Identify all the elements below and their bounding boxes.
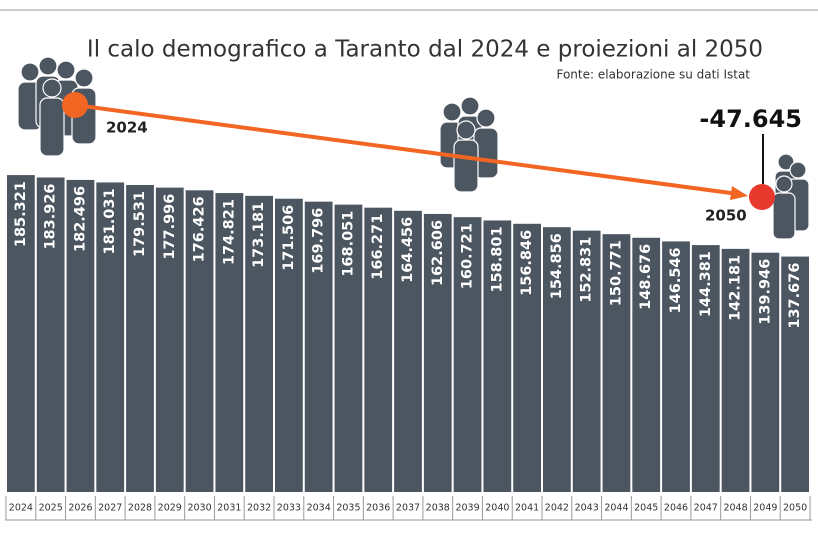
value-label: 182.496 [72,186,88,252]
value-label: 158.801 [489,226,505,292]
bar [304,201,333,492]
x-tick-label: 2044 [604,503,628,514]
bar [96,182,125,492]
x-tick-label: 2035 [336,503,360,514]
x-tick-label: 2031 [217,503,241,514]
value-label: 177.996 [162,194,178,260]
bar [751,252,780,492]
bar [215,193,244,492]
value-label: 160.721 [460,223,476,289]
value-label: 148.676 [638,244,654,310]
bar [781,256,809,492]
bar [513,223,541,492]
x-tick-label: 2034 [307,503,331,514]
x-tick-label: 2040 [485,503,509,514]
bar [423,213,452,493]
value-label: 168.051 [340,211,356,277]
bars: 185.321 2024 183.926 2025 182.496 2026 181.031… [5,175,811,520]
value-label: 150.771 [608,240,624,306]
bar [7,175,35,493]
value-label: 174.821 [221,199,237,265]
bar [602,234,631,493]
value-label: 137.676 [787,263,803,329]
bar [632,237,661,492]
x-tick-label: 2037 [396,503,420,514]
people-mid [439,96,499,193]
bar [155,187,184,493]
x-tick-label: 2038 [426,503,450,514]
x-tick-label: 2027 [98,503,122,514]
value-label: 171.506 [281,205,297,271]
chart-title: Il calo demografico a Taranto dal 2024 e… [87,37,763,63]
bar [543,227,571,493]
bar [394,210,422,492]
x-tick-label: 2046 [664,503,688,514]
x-tick-label: 2030 [187,503,211,514]
x-tick-label: 2047 [694,503,718,514]
value-label: 181.031 [102,188,118,254]
value-label: 139.946 [757,259,773,325]
bar [185,190,214,493]
x-tick-label: 2024 [9,503,33,514]
value-label: 154.856 [549,233,565,299]
trend-arrow [74,103,739,196]
x-tick-label: 2045 [634,503,658,514]
x-tick-label: 2032 [247,503,271,514]
bar [66,179,95,493]
bar [334,204,363,492]
bar [364,207,393,493]
value-label: 169.796 [311,208,327,274]
x-tick-label: 2048 [723,503,747,514]
value-label: 183.926 [43,183,59,249]
bar [662,241,690,492]
bar [572,230,601,492]
x-tick-label: 2042 [545,503,569,514]
delta-label: -47.645 [699,105,802,133]
people-2050 [772,153,810,240]
arrow-head [730,186,748,200]
x-tick-label: 2025 [39,503,63,514]
x-tick-label: 2043 [575,503,599,514]
value-label: 142.181 [728,255,744,321]
value-label: 173.181 [251,202,267,268]
bar [126,185,154,492]
x-tick-label: 2028 [128,503,152,514]
bar [721,248,750,492]
value-label: 152.831 [579,237,595,303]
bar [691,245,720,492]
x-tick-label: 2029 [158,503,182,514]
value-label: 179.531 [132,191,148,257]
end-label: 2050 [705,207,747,225]
x-tick-label: 2039 [455,503,479,514]
bar [275,198,303,493]
x-tick-label: 2041 [515,503,539,514]
value-label: 144.381 [698,251,714,317]
x-tick-label: 2050 [783,503,807,514]
bar [36,177,65,492]
value-label: 166.271 [370,214,386,280]
value-label: 156.846 [519,230,535,296]
x-tick-label: 2036 [366,503,390,514]
end-dot [749,184,775,210]
chart-source: Fonte: elaborazione su dati Istat [556,68,750,82]
bar [483,220,512,492]
bar [245,195,273,493]
value-label: 146.546 [668,247,684,313]
value-label: 162.606 [430,220,446,286]
value-label: 185.321 [13,181,29,247]
start-dot [62,92,88,118]
x-tick-label: 2026 [68,503,92,514]
x-tick-label: 2033 [277,503,301,514]
bar [453,217,482,492]
x-tick-label: 2049 [753,503,777,514]
value-label: 164.456 [400,217,416,283]
value-label: 176.426 [192,196,208,262]
start-label: 2024 [106,119,148,137]
